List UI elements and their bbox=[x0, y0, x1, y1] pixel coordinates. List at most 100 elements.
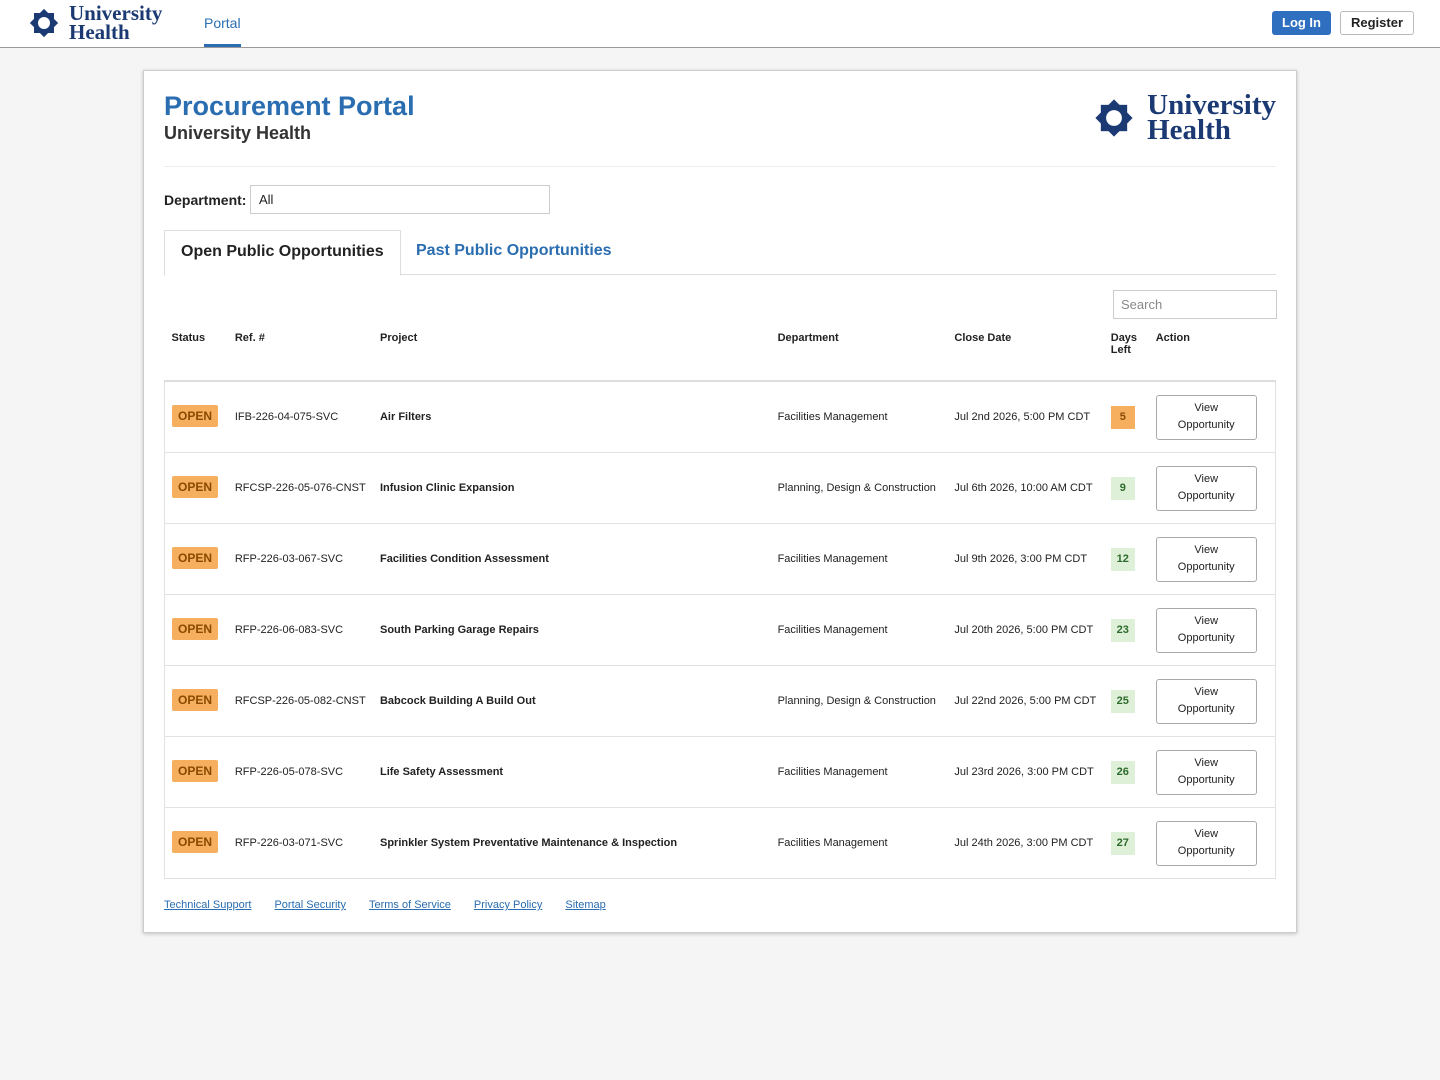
cell: Jul 9th 2026, 3:00 PM CDT bbox=[947, 523, 1104, 595]
cell: OPEN bbox=[163, 594, 228, 666]
cell-text: RFCSP-226-05-082-CNST bbox=[234, 694, 366, 707]
cell: 23 bbox=[1103, 594, 1149, 666]
status-badge: OPEN bbox=[172, 618, 219, 640]
days-badge: 23 bbox=[1110, 618, 1135, 642]
search-input[interactable]: Search bbox=[1113, 290, 1277, 319]
column-header[interactable]: Days Left bbox=[1103, 326, 1149, 382]
cell: RFP-226-03-071-SVC bbox=[227, 807, 373, 879]
footer-link[interactable]: Privacy Policy bbox=[473, 899, 543, 911]
cell-text: Jul 2nd 2026, 5:00 PM CDT bbox=[954, 410, 1091, 423]
cell: OPEN bbox=[163, 452, 228, 524]
view-button[interactable]: View Opportunity bbox=[1155, 607, 1257, 653]
cell: 12 bbox=[1103, 523, 1149, 595]
department-select[interactable]: All bbox=[250, 185, 550, 214]
title: Procurement Portal bbox=[164, 91, 415, 121]
cell: 27 bbox=[1103, 807, 1149, 879]
department-label: Department: bbox=[164, 192, 247, 208]
days-badge: 9 bbox=[1110, 476, 1135, 500]
cell: 26 bbox=[1103, 736, 1149, 808]
cell-text: Jul 9th 2026, 3:00 PM CDT bbox=[954, 552, 1088, 565]
logo-line: Health bbox=[1147, 114, 1231, 146]
days-badge: 26 bbox=[1110, 760, 1135, 784]
divider bbox=[164, 166, 1276, 167]
logo: University Health bbox=[1089, 91, 1276, 146]
cell: Facilities Management bbox=[770, 807, 948, 879]
cell-text: Facilities Management bbox=[777, 410, 888, 423]
status-badge: OPEN bbox=[172, 547, 219, 569]
cell: Planning, Design & Construction bbox=[770, 665, 948, 737]
row: OPEN RFP-226-03-071-SVC Sprinkler System P… bbox=[163, 807, 1276, 879]
cell-text: Jul 24th 2026, 3:00 PM CDT bbox=[954, 836, 1094, 849]
cell: View Opportunity bbox=[1148, 665, 1276, 737]
column-header[interactable]: Project bbox=[372, 326, 771, 382]
nav-link[interactable]: Portal bbox=[204, 0, 241, 47]
cell: View Opportunity bbox=[1148, 594, 1276, 666]
days-badge: 12 bbox=[1110, 547, 1135, 571]
footer: Technical Support Portal Security Terms of… bbox=[164, 899, 606, 911]
cell-text: Facilities Management bbox=[777, 765, 888, 778]
cell-text: Infusion Clinic Expansion bbox=[379, 481, 515, 494]
login-button[interactable]: Log In bbox=[1272, 11, 1331, 35]
register-button[interactable]: Register bbox=[1340, 11, 1415, 35]
cell: Facilities Condition Assessment bbox=[372, 523, 771, 595]
cell-text: Facilities Management bbox=[777, 552, 888, 565]
cell-text: RFP-226-05-078-SVC bbox=[234, 765, 344, 778]
days-badge: 25 bbox=[1110, 689, 1135, 713]
cell: OPEN bbox=[163, 381, 228, 453]
cell: Sprinkler System Preventative Maintenanc… bbox=[372, 807, 771, 879]
subtitle: University Health bbox=[164, 123, 312, 143]
logo-icon bbox=[1095, 99, 1133, 137]
cell: RFP-226-03-067-SVC bbox=[227, 523, 373, 595]
brand-line: University bbox=[69, 1, 163, 25]
cell-text: Jul 22nd 2026, 5:00 PM CDT bbox=[954, 694, 1097, 707]
cell: View Opportunity bbox=[1148, 381, 1276, 453]
cell: IFB-226-04-075-SVC bbox=[227, 381, 373, 453]
cell-text: Jul 23rd 2026, 3:00 PM CDT bbox=[954, 765, 1094, 778]
row: OPEN RFP-226-03-067-SVC Facilities Conditi… bbox=[163, 523, 1276, 595]
footer-link[interactable]: Portal Security bbox=[274, 899, 346, 911]
cell-text: Planning, Design & Construction bbox=[777, 694, 936, 707]
footer-link[interactable]: Terms of Service bbox=[368, 899, 451, 911]
tab[interactable]: Open Public Opportunities bbox=[164, 230, 401, 276]
table: Status Ref. # Project Department Close Date D… bbox=[163, 326, 1276, 879]
row: OPEN RFP-226-06-083-SVC South Parking Gara… bbox=[163, 594, 1276, 666]
cell-text: RFP-226-03-067-SVC bbox=[234, 552, 344, 565]
tab[interactable]: Past Public Opportunities bbox=[416, 242, 612, 259]
view-button[interactable]: View Opportunity bbox=[1155, 394, 1257, 440]
status-badge: OPEN bbox=[172, 831, 219, 853]
cell-text: Facilities Management bbox=[777, 836, 888, 849]
cell: Jul 22nd 2026, 5:00 PM CDT bbox=[947, 665, 1104, 737]
tabs: Open Public Opportunities Past Public Op… bbox=[164, 230, 1276, 276]
view-button[interactable]: View Opportunity bbox=[1155, 678, 1257, 724]
status-badge: OPEN bbox=[172, 689, 219, 711]
column-header[interactable]: Ref. # bbox=[227, 326, 373, 382]
column-header[interactable]: Close Date bbox=[947, 326, 1104, 382]
brand-line: Health bbox=[69, 20, 130, 44]
view-button[interactable]: View Opportunity bbox=[1155, 465, 1257, 511]
column-header[interactable]: Department bbox=[770, 326, 948, 382]
footer-link[interactable]: Technical Support bbox=[164, 899, 252, 911]
cell: RFP-226-05-078-SVC bbox=[227, 736, 373, 808]
brand[interactable]: University Health bbox=[25, 1, 163, 44]
cell: 5 bbox=[1103, 381, 1149, 453]
cell: View Opportunity bbox=[1148, 736, 1276, 808]
view-button[interactable]: View Opportunity bbox=[1155, 749, 1257, 795]
cell-text: RFP-226-03-071-SVC bbox=[234, 836, 344, 849]
status-badge: OPEN bbox=[172, 405, 219, 427]
column-header[interactable]: Status bbox=[164, 326, 228, 382]
cell: 25 bbox=[1103, 665, 1149, 737]
row: OPEN RFP-226-05-078-SVC Life Safety Assess… bbox=[163, 736, 1276, 808]
status-badge: OPEN bbox=[172, 760, 219, 782]
cell: RFP-226-06-083-SVC bbox=[227, 594, 373, 666]
cell: Life Safety Assessment bbox=[372, 736, 771, 808]
cell-text: Jul 6th 2026, 10:00 AM CDT bbox=[954, 481, 1093, 494]
view-button[interactable]: View Opportunity bbox=[1155, 820, 1257, 866]
cell: OPEN bbox=[163, 523, 228, 595]
view-button[interactable]: View Opportunity bbox=[1155, 536, 1257, 582]
cell-text: Babcock Building A Build Out bbox=[379, 694, 536, 707]
row: OPEN IFB-226-04-075-SVC Air Filters Facilit… bbox=[163, 381, 1276, 453]
footer-link[interactable]: Sitemap bbox=[565, 899, 606, 911]
cell: Planning, Design & Construction bbox=[770, 452, 948, 524]
cell: View Opportunity bbox=[1148, 452, 1276, 524]
